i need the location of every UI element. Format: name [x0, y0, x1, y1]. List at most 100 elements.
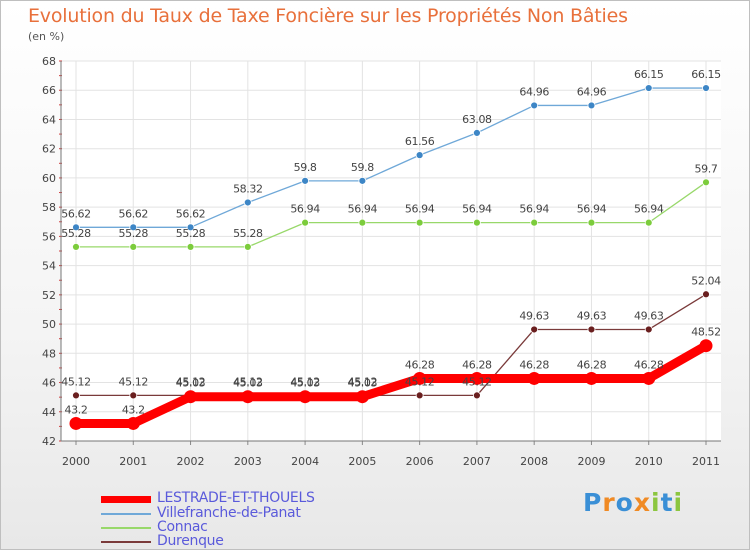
legend-label: Durenque: [157, 533, 224, 549]
logo-letter: x: [633, 488, 651, 517]
data-label: 45.12: [405, 375, 435, 388]
y-tick-label: 48: [42, 347, 56, 360]
data-label: 58.32: [233, 182, 263, 195]
data-label: 59.8: [351, 161, 374, 174]
data-label: 45.03: [233, 377, 263, 390]
data-label: 56.94: [462, 203, 492, 216]
y-tick-label: 44: [42, 406, 56, 419]
data-point-3: [72, 391, 80, 400]
series-line-1: [75, 87, 707, 228]
y-tick-label: 60: [42, 172, 56, 185]
data-label: 56.94: [348, 203, 378, 216]
logo-letter: i: [651, 488, 661, 517]
data-point-2: [702, 178, 710, 187]
data-label: 55.28: [176, 227, 206, 240]
x-tick-label: 2008: [520, 455, 548, 468]
data-point-0: [470, 371, 484, 385]
data-point-1: [644, 84, 653, 92]
data-point-0: [298, 390, 312, 404]
y-tick-label: 68: [42, 55, 56, 68]
x-tick-label: 2002: [177, 455, 205, 468]
data-label: 45.03: [176, 377, 206, 390]
data-label: 45.12: [176, 375, 206, 388]
data-point-1: [473, 129, 481, 137]
data-label: 56.62: [176, 207, 206, 220]
data-label: 46.28: [405, 358, 435, 371]
data-label: 59.8: [294, 161, 317, 174]
data-label: 43.2: [65, 403, 88, 416]
logo-letter: i: [673, 488, 684, 517]
y-tick-label: 62: [42, 143, 56, 156]
data-label: 45.12: [61, 375, 91, 388]
x-tick-label: 2001: [119, 455, 147, 468]
data-point-3: [473, 391, 481, 400]
data-point-1: [301, 176, 309, 185]
data-point-1: [72, 223, 80, 232]
data-point-0: [642, 371, 656, 385]
data-point-1: [129, 223, 138, 232]
series-line-2: [75, 181, 707, 248]
data-label: 43.2: [122, 403, 145, 416]
x-tick-label: 2007: [463, 455, 491, 468]
logo-letter: t: [660, 488, 674, 517]
logo-letter: o: [615, 488, 634, 517]
legend-label: LESTRADE-ET-THOUELS: [157, 490, 315, 506]
data-point-3: [415, 391, 424, 400]
data-label: 56.94: [519, 203, 549, 216]
data-point-0: [527, 371, 541, 385]
data-label: 49.63: [577, 309, 607, 322]
data-point-1: [702, 84, 710, 92]
data-point-0: [184, 390, 198, 404]
y-tick-label: 56: [42, 230, 56, 243]
data-point-3: [702, 290, 710, 299]
legend-label: Connac: [157, 519, 208, 535]
data-label: 46.28: [462, 358, 492, 371]
proxiti-logo: Proxiti: [583, 488, 683, 517]
data-label: 45.12: [119, 375, 149, 388]
data-point-2: [644, 218, 653, 227]
data-point-2: [301, 218, 309, 227]
data-label: 56.94: [405, 203, 435, 216]
y-tick-label: 66: [42, 84, 56, 97]
data-point-2: [587, 218, 596, 227]
y-tick-label: 52: [42, 289, 56, 302]
x-tick-label: 2010: [635, 455, 663, 468]
data-label: 45.12: [348, 375, 378, 388]
data-label: 56.94: [290, 203, 320, 216]
data-point-1: [587, 101, 596, 110]
x-tick-label: 2003: [234, 455, 262, 468]
series-line-0: [71, 341, 711, 428]
data-point-2: [243, 243, 252, 251]
data-label: 61.56: [405, 135, 435, 148]
data-label: 49.63: [634, 309, 664, 322]
data-label: 63.08: [462, 113, 492, 126]
data-label: 46.28: [634, 358, 664, 371]
x-tick-label: 2004: [291, 455, 319, 468]
x-tick-label: 2011: [692, 455, 720, 468]
data-label: 46.28: [519, 358, 549, 371]
data-label: 55.28: [119, 227, 149, 240]
data-point-0: [126, 416, 140, 430]
unit-label: (en %): [28, 30, 65, 43]
data-point-1: [358, 176, 367, 185]
data-point-2: [358, 218, 367, 227]
data-label: 55.28: [233, 227, 263, 240]
data-point-3: [530, 325, 539, 334]
data-label: 64.96: [519, 85, 549, 98]
data-label: 66.15: [691, 68, 721, 81]
data-point-2: [186, 243, 195, 251]
data-label: 59.7: [695, 162, 718, 175]
logo-letter: P: [583, 488, 603, 517]
data-point-2: [415, 218, 424, 227]
data-point-2: [473, 218, 481, 227]
data-point-2: [129, 243, 138, 251]
data-point-0: [584, 371, 598, 385]
legend-swatch: [101, 527, 151, 529]
data-point-2: [72, 243, 80, 251]
y-tick-label: 42: [42, 435, 56, 448]
data-label: 52.04: [691, 274, 721, 287]
data-point-3: [644, 325, 653, 334]
data-point-3: [129, 391, 138, 400]
